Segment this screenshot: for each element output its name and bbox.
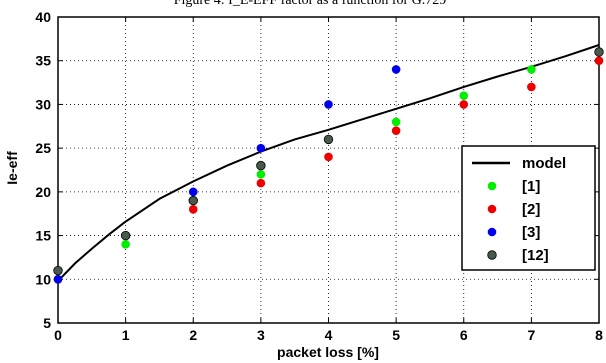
- y-tick-label: 15: [35, 228, 51, 244]
- x-tick-label: 0: [54, 327, 62, 343]
- x-tick-label: 7: [527, 327, 535, 343]
- data-point-series-3: [391, 65, 401, 74]
- data-point-series-2: [594, 56, 604, 66]
- data-point-series-3: [53, 274, 63, 284]
- data-point-series-4: [256, 160, 266, 171]
- series-line-model: [57, 44, 600, 282]
- data-point-series-1: [121, 240, 130, 249]
- legend-label: [2]: [522, 201, 540, 218]
- y-tick-label: 20: [35, 184, 51, 200]
- y-axis-label: Ie-eff: [4, 151, 20, 185]
- y-tick-label: 10: [35, 271, 51, 287]
- data-point-series-3: [324, 100, 333, 109]
- legend-label: [3]: [522, 224, 540, 241]
- x-tick-label: 3: [257, 327, 265, 343]
- y-tick-label: 40: [35, 9, 51, 25]
- x-tick-label: 6: [460, 327, 468, 343]
- legend-box: [461, 145, 596, 271]
- data-point-series-4: [120, 230, 131, 241]
- data-point-series-4: [188, 195, 198, 206]
- series-layer: [53, 44, 604, 284]
- legend-swatch-marker: [487, 227, 497, 237]
- data-point-series-2: [256, 178, 266, 188]
- y-tick-label: 30: [35, 96, 51, 112]
- y-tick-label: 25: [35, 140, 51, 156]
- legend-label: [12]: [522, 247, 549, 264]
- y-tick-label: 35: [35, 53, 51, 69]
- data-point-series-4: [53, 265, 63, 276]
- data-point-series-1: [256, 170, 266, 179]
- y-tick-label: 5: [43, 315, 51, 331]
- data-point-series-2: [188, 205, 198, 214]
- data-point-series-1: [459, 91, 469, 100]
- legend-swatch-marker: [487, 250, 497, 260]
- x-axis-label: packet loss [%]: [277, 344, 379, 360]
- legend-swatch-marker: [487, 181, 497, 191]
- data-point-series-4: [594, 47, 604, 57]
- x-tick-label: 4: [325, 327, 333, 343]
- data-point-series-2: [459, 100, 469, 109]
- chart-title: Figure 4: I_E-EFF factor as a function f…: [174, 0, 447, 8]
- axis-ticks: 0 1 2 3 4 5 6 7 8 5 10 15 20 25 30 35 40: [35, 9, 603, 343]
- data-point-series-3: [256, 143, 266, 153]
- data-point-series-1: [527, 65, 536, 74]
- data-point-series-2: [324, 152, 333, 162]
- x-tick-label: 2: [189, 327, 197, 343]
- legend-label: [1]: [522, 178, 540, 195]
- data-point-series-1: [391, 117, 401, 127]
- legend-label: model: [522, 155, 566, 172]
- data-point-series-4: [323, 134, 334, 145]
- x-tick-label: 5: [392, 327, 400, 343]
- data-point-series-3: [188, 187, 198, 197]
- legend-swatch-marker: [487, 204, 497, 214]
- legend: model [1] [2] [3] [12]: [461, 145, 596, 271]
- x-tick-label: 8: [595, 327, 603, 343]
- data-point-series-2: [527, 82, 536, 92]
- x-tick-label: 1: [122, 327, 130, 343]
- data-point-series-2: [391, 126, 401, 135]
